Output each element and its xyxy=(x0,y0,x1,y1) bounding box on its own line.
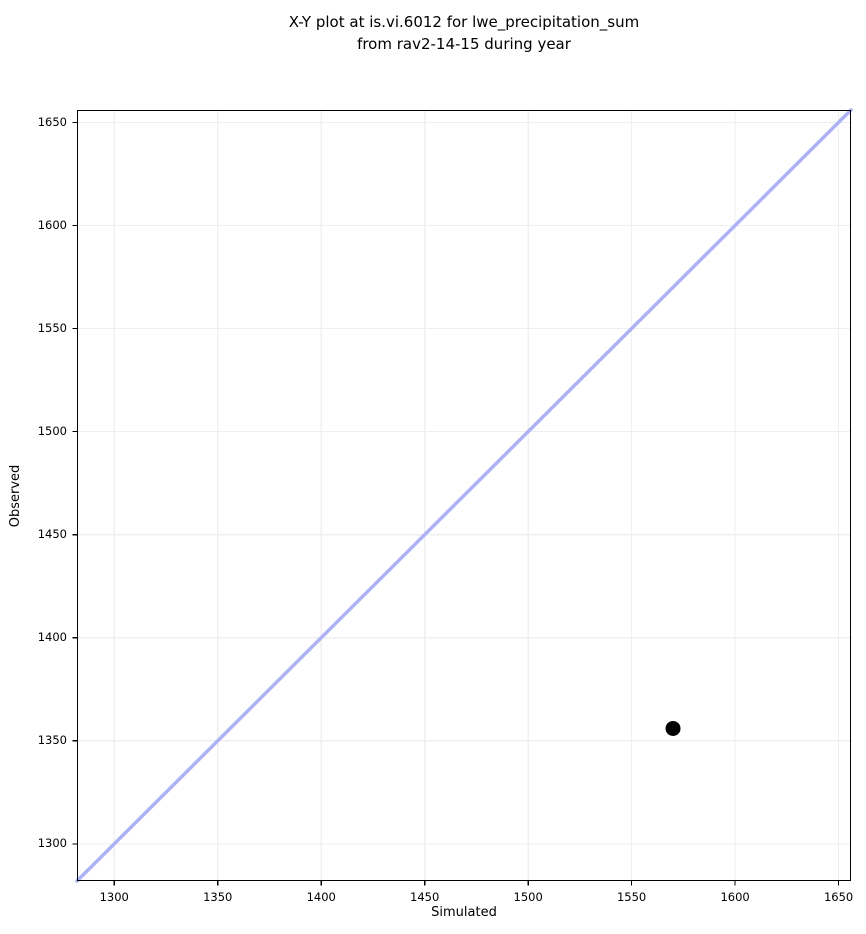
x-tick-label: 1550 xyxy=(616,890,647,904)
y-tick-label: 1550 xyxy=(37,321,67,336)
x-tick-label: 1500 xyxy=(513,890,543,904)
chart-title-line2: from rav2-14-15 during year xyxy=(357,35,571,53)
axes-spines xyxy=(76,109,852,882)
y-tick-label: 1300 xyxy=(37,836,67,851)
y-tick-label: 1450 xyxy=(37,527,67,542)
y-tick-label: 1350 xyxy=(37,733,67,748)
x-tick-label: 1300 xyxy=(99,890,129,904)
x-tick-label: 1600 xyxy=(720,890,750,904)
data-point xyxy=(665,720,681,736)
chart-title: X-Y plot at is.vi.6012 for lwe_precipita… xyxy=(164,11,764,55)
y-tick-label: 1600 xyxy=(37,217,67,232)
x-tick-label: 1450 xyxy=(410,890,440,904)
x-axis-label: Simulated xyxy=(431,905,497,920)
y-tick-label: 1500 xyxy=(37,424,67,439)
identity-line xyxy=(75,108,853,883)
y-tick-label: 1400 xyxy=(37,630,67,645)
chart-title-line1: X-Y plot at is.vi.6012 for lwe_precipita… xyxy=(288,13,640,31)
x-tick-label: 1350 xyxy=(203,890,233,904)
y-tick-label: 1650 xyxy=(37,114,67,129)
x-tick-label: 1400 xyxy=(306,890,336,904)
x-tick-label: 1650 xyxy=(823,890,854,904)
